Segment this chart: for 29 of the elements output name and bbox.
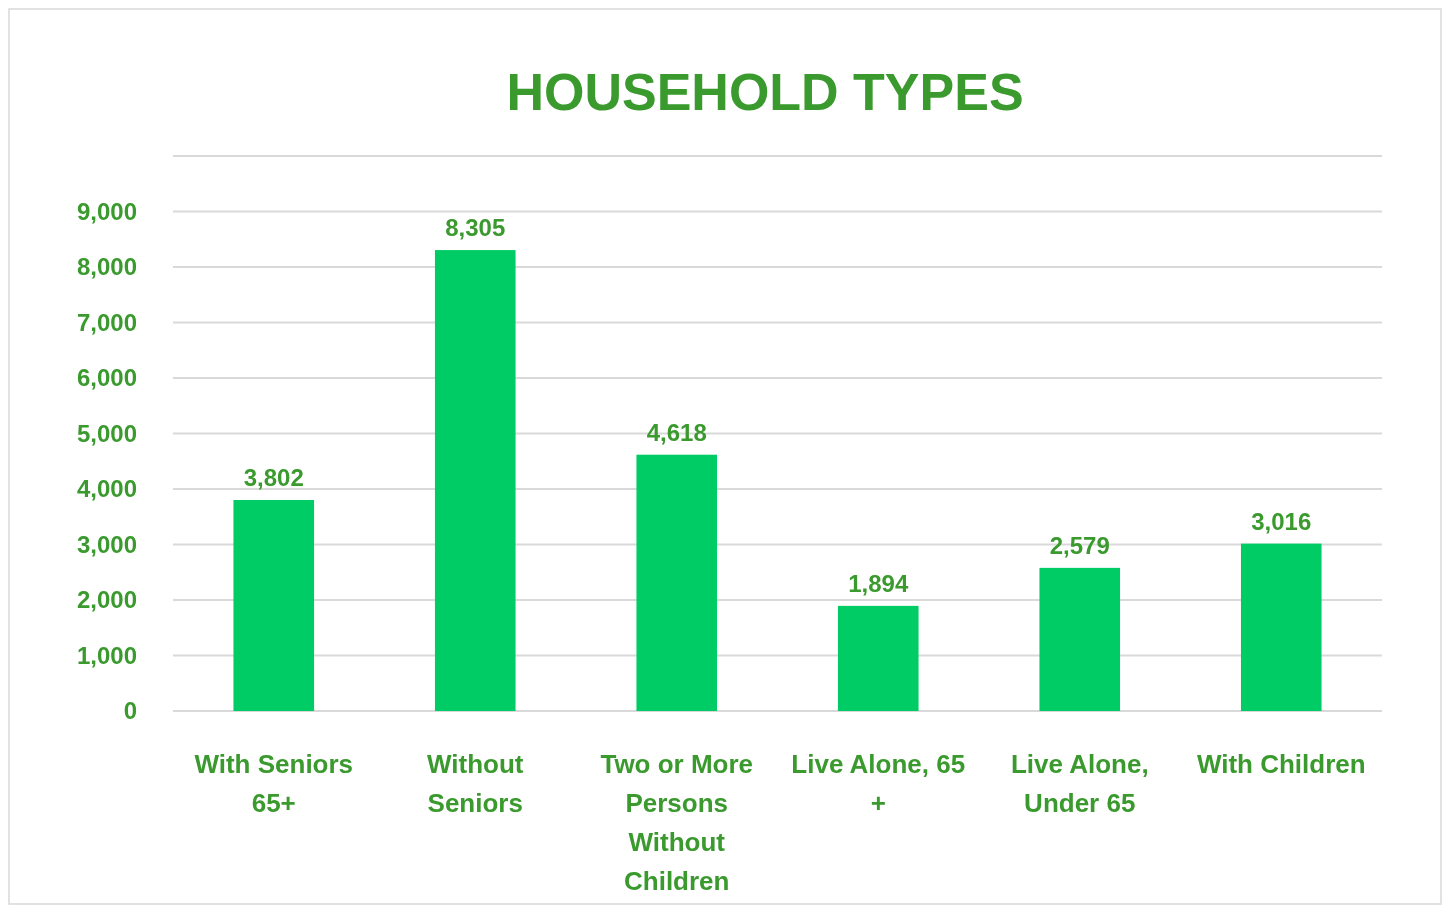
y-tick-label: 3,000	[76, 530, 137, 558]
x-tick-label: Two or More Persons Without Children	[600, 749, 754, 896]
y-tick-label: 1,000	[76, 641, 137, 669]
data-label: 8,305	[445, 214, 506, 242]
bar	[233, 499, 315, 711]
data-label: 2,579	[1049, 531, 1110, 559]
chart-title: HOUSEHOLD TYPES	[506, 63, 1024, 121]
y-tick-label: 2,000	[76, 586, 137, 614]
bar	[1240, 543, 1322, 711]
x-tick-label: Live Alone, 65 +	[791, 749, 966, 818]
bar	[837, 605, 919, 711]
y-tick-label: 8,000	[76, 253, 137, 281]
data-label: 3,016	[1251, 507, 1312, 535]
x-tick-label: Live Alone, Under 65	[1010, 749, 1149, 818]
bar	[1039, 567, 1121, 711]
data-label: 1,894	[848, 569, 909, 597]
y-tick-label: 7,000	[76, 308, 137, 336]
bar	[636, 454, 718, 711]
data-label: 3,802	[243, 463, 304, 491]
y-tick-label: 9,000	[76, 197, 137, 225]
data-label: 4,618	[646, 418, 707, 446]
y-tick-label: 6,000	[76, 364, 137, 392]
x-tick-label: With Children	[1196, 749, 1366, 779]
x-tick-label: With Seniors 65+	[194, 749, 354, 818]
y-tick-label: 5,000	[76, 419, 137, 447]
x-tick-label: Without Seniors	[427, 749, 524, 818]
bar	[434, 250, 516, 711]
y-tick-label: 0	[123, 697, 137, 725]
y-tick-label: 4,000	[76, 475, 137, 503]
